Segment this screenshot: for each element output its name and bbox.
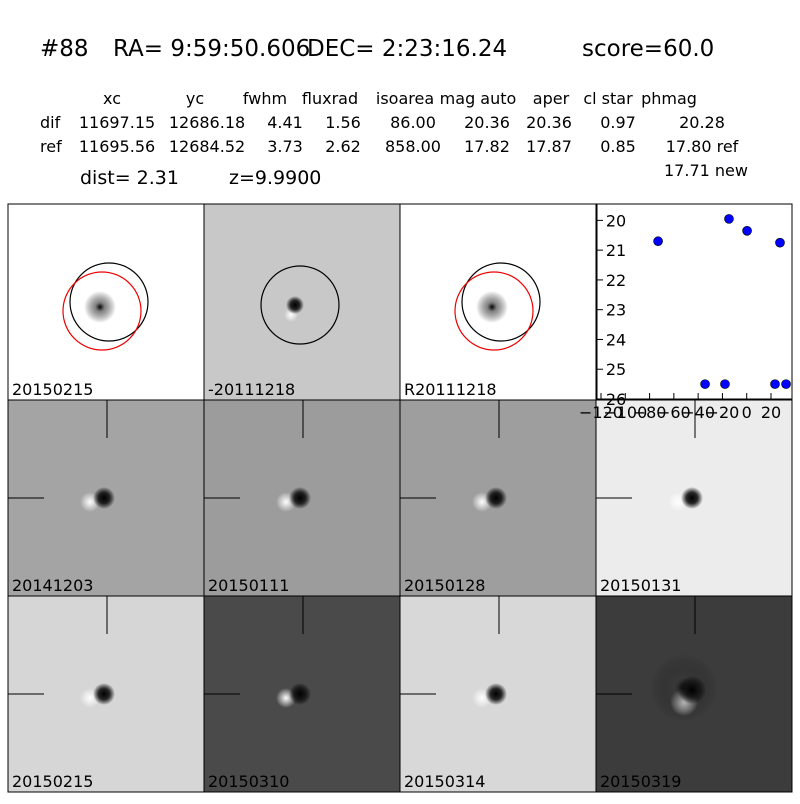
cell: 17.80 ref (666, 137, 739, 156)
stamp-label: R20111218 (404, 380, 497, 399)
z: z=9.9900 (229, 167, 321, 189)
y-tick-label: 24 (606, 330, 626, 349)
y-tick-label: 23 (606, 301, 626, 320)
point (742, 225, 752, 236)
source (286, 296, 304, 314)
cell: 1.56 (325, 113, 361, 132)
cell: 20.28 (679, 113, 725, 132)
stamp-label: 20150128 (404, 576, 485, 595)
col-header: isoarea (376, 89, 434, 108)
cell: 3.73 (267, 137, 303, 156)
cell: 17.82 (464, 137, 510, 156)
col-header: fluxrad (302, 89, 358, 108)
x-tick-label: −60 (657, 403, 691, 422)
plot-area (596, 203, 793, 400)
stamp-label: 20150310 (208, 772, 289, 791)
source (289, 683, 311, 705)
cell: 17.87 (526, 137, 572, 156)
source (485, 487, 507, 509)
score: score=60.0 (582, 36, 714, 62)
dec: DEC= 2:23:16.24 (307, 36, 507, 62)
cell: 12686.18 (169, 113, 245, 132)
col-header: cl star (583, 89, 633, 108)
point (724, 214, 734, 224)
cand-id: #88 (40, 36, 89, 62)
col-header: aper (533, 89, 570, 108)
y-tick-label: 25 (606, 360, 626, 379)
x-tick-label: −20 (706, 403, 740, 422)
row-label: ref (40, 137, 62, 156)
cell: 11695.56 (79, 137, 155, 156)
x-tick-label: −40 (681, 403, 715, 422)
cell: 0.97 (600, 113, 636, 132)
stamps: 20150215 -20111218 R20111218 20141203 201501… (7, 203, 793, 793)
stamp-label: 20150319 (600, 772, 681, 791)
stamp-label: 20150215 (12, 380, 93, 399)
stamp-label: -20111218 (208, 380, 295, 399)
source (476, 291, 508, 323)
cell: 11697.15 (79, 113, 155, 132)
y-tick-label: 22 (606, 271, 626, 290)
source (93, 683, 115, 705)
cell: 858.00 (385, 137, 441, 156)
col-header: phmag (641, 89, 697, 108)
source (678, 676, 706, 704)
stamp-label: 20150215 (12, 772, 93, 791)
stamp-label: 20141203 (12, 576, 93, 595)
source (84, 291, 116, 323)
aperture (461, 262, 541, 342)
point (653, 236, 663, 247)
ra: RA= 9:59:50.606 (113, 36, 310, 62)
source (485, 683, 507, 705)
x-tick-label: −100 (603, 403, 647, 422)
source (681, 487, 703, 509)
x-tick-label: −120 (579, 403, 623, 422)
aperture-ref (62, 271, 142, 351)
aperture (69, 262, 149, 342)
col-header: yc (186, 89, 204, 108)
aperture-ref (454, 271, 534, 351)
aperture (260, 265, 340, 345)
new-mag: 17.71 new (664, 161, 748, 180)
cell: 20.36 (464, 113, 510, 132)
stamp-label: 20150314 (404, 772, 485, 791)
x-tick-label: 0 (742, 403, 752, 422)
row-label: dif (40, 113, 61, 132)
point (770, 379, 780, 389)
point (775, 237, 785, 248)
source (289, 487, 311, 509)
cell: 0.85 (600, 137, 636, 156)
point (700, 379, 710, 389)
x-tick-label: 20 (761, 403, 781, 422)
point (781, 379, 791, 389)
cell: 12684.52 (169, 137, 245, 156)
y-tick-label: 26 (606, 390, 626, 409)
y-tick-label: 21 (606, 241, 626, 260)
stamp-label: 20150111 (208, 576, 289, 595)
col-header: xc (103, 89, 121, 108)
y-tick-label: 20 (606, 211, 626, 230)
source (93, 487, 115, 509)
col-header: fwhm (243, 89, 287, 108)
cell: 2.62 (325, 137, 361, 156)
cell: 20.36 (526, 113, 572, 132)
col-header: mag auto (440, 89, 517, 108)
cell: 4.41 (267, 113, 303, 132)
cell: 86.00 (390, 113, 436, 132)
dist: dist= 2.31 (80, 167, 179, 189)
stamp-label: 20150131 (600, 576, 681, 595)
x-tick-label: −80 (633, 403, 667, 422)
point (720, 379, 730, 389)
